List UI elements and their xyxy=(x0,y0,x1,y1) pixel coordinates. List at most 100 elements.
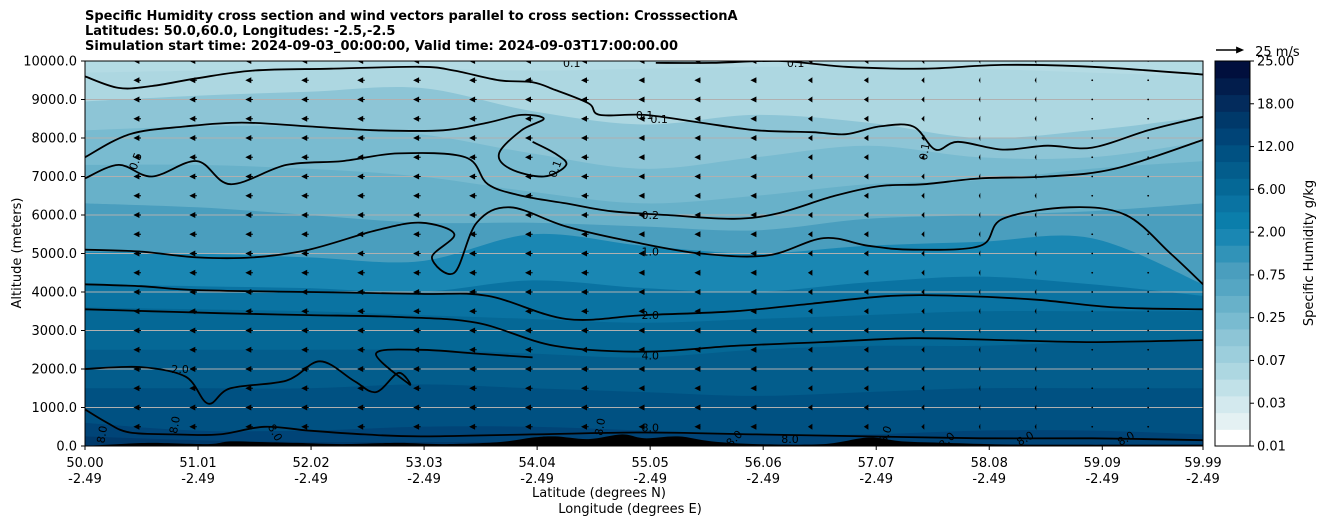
wind-vector-2-12 xyxy=(189,192,197,199)
wind-vector-8-6 xyxy=(525,308,533,315)
wind-vector-8-11 xyxy=(525,212,533,218)
wind-vector-6-15 xyxy=(413,135,421,141)
wind-vector-18-17 xyxy=(1091,98,1094,101)
contour-label-10: 4.0 xyxy=(641,350,659,363)
wind-vector-19-17 xyxy=(1147,98,1150,101)
wind-vector-5-19 xyxy=(357,61,365,64)
wind-vector-16-1 xyxy=(978,404,981,411)
wind-vector-13-18 xyxy=(807,77,813,84)
wind-vector-11-5 xyxy=(694,327,701,334)
wind-vector-15-15 xyxy=(921,135,925,141)
wind-vector-18-14 xyxy=(1091,156,1094,159)
wind-vector-9-3 xyxy=(581,366,589,372)
wind-vector-layer xyxy=(79,61,1150,430)
wind-vector-5-14 xyxy=(357,154,365,161)
wind-vector-19-7 xyxy=(1147,291,1150,293)
contour-line-2 xyxy=(85,113,568,178)
wind-vector-13-8 xyxy=(807,269,813,276)
wind-vector-0-18 xyxy=(79,77,85,83)
wind-vector-6-12 xyxy=(413,192,421,199)
wind-vector-3-16 xyxy=(245,115,253,122)
wind-vector-16-7 xyxy=(978,289,981,295)
wind-vector-8-13 xyxy=(525,173,533,180)
wind-vector-10-2 xyxy=(638,385,645,392)
wind-vector-3-5 xyxy=(245,327,253,334)
wind-vector-17-16 xyxy=(1034,115,1037,122)
wind-vector-8-18 xyxy=(525,77,533,84)
wind-vector-13-3 xyxy=(807,366,813,372)
wind-vector-13-15 xyxy=(807,135,813,141)
wind-vector-17-19 xyxy=(1034,61,1037,64)
wind-vector-10-18 xyxy=(638,77,645,84)
wind-vector-0-0 xyxy=(79,424,85,430)
wind-vector-12-9 xyxy=(750,250,757,257)
y-tick-label-4: 4000.0 xyxy=(32,286,78,301)
wind-vector-10-3 xyxy=(638,366,645,372)
chart-title-line-2: Latitudes: 50.0,60.0, Longitudes: -2.5,-… xyxy=(85,24,396,39)
wind-vector-9-12 xyxy=(581,192,589,199)
wind-vector-15-0 xyxy=(921,423,925,430)
wind-vector-16-13 xyxy=(978,173,981,180)
wind-vector-4-10 xyxy=(301,231,309,238)
contour-label-0: 0.1 xyxy=(563,57,581,70)
wind-vector-13-4 xyxy=(807,346,813,353)
wind-vector-5-0 xyxy=(357,423,365,430)
wind-vector-16-10 xyxy=(978,231,981,238)
x-axis-label-longitude: Longitude (degrees E) xyxy=(558,502,702,517)
wind-vector-13-2 xyxy=(807,385,813,392)
wind-vector-17-5 xyxy=(1034,327,1037,334)
wind-vector-7-7 xyxy=(469,289,477,295)
wind-vector-4-3 xyxy=(301,366,309,372)
wind-vector-14-11 xyxy=(863,212,869,218)
colorbar-segment-14 xyxy=(1215,194,1250,213)
contour-line-1 xyxy=(655,61,1203,76)
wind-vector-5-8 xyxy=(357,269,365,276)
wind-vector-13-16 xyxy=(807,115,813,122)
contour-label-21: 8.0 xyxy=(877,424,895,445)
wind-vector-3-8 xyxy=(245,269,253,276)
wind-vector-15-13 xyxy=(921,173,925,180)
wind-vector-17-11 xyxy=(1034,212,1037,218)
wind-vector-18-10 xyxy=(1091,233,1094,236)
wind-vector-7-4 xyxy=(469,346,477,353)
colorbar-segment-7 xyxy=(1215,312,1250,330)
x-tick-label-lon-4: -2.49 xyxy=(520,472,554,487)
wind-vector-3-2 xyxy=(245,385,253,392)
wind-vector-19-0 xyxy=(1147,425,1150,428)
wind-vector-6-17 xyxy=(413,96,421,103)
wind-vector-3-4 xyxy=(245,346,253,353)
wind-vector-7-11 xyxy=(469,212,477,218)
wind-vector-8-9 xyxy=(525,250,533,257)
wind-vector-0-8 xyxy=(79,270,85,276)
wind-vector-1-16 xyxy=(133,115,141,122)
wind-vector-14-14 xyxy=(863,154,869,161)
contour-label-15: 8.0 xyxy=(167,415,183,434)
wind-vector-6-1 xyxy=(413,404,421,411)
wind-vector-8-16 xyxy=(525,115,533,122)
wind-vector-8-15 xyxy=(525,135,533,141)
chart-title-line-3: Simulation start time: 2024-09-03_00:00:… xyxy=(85,39,678,54)
wind-vector-5-10 xyxy=(357,231,365,238)
contour-label-13: 8.0 xyxy=(781,433,799,446)
wind-vector-9-11 xyxy=(581,212,589,218)
x-tick-label-lon-8: -2.49 xyxy=(972,472,1006,487)
wind-vector-10-19 xyxy=(638,61,645,64)
wind-vector-4-9 xyxy=(301,250,309,257)
colorbar-segment-20 xyxy=(1215,94,1250,112)
wind-vector-11-14 xyxy=(694,154,701,161)
wind-vector-9-18 xyxy=(581,77,589,84)
wind-vector-16-12 xyxy=(978,192,981,199)
wind-vector-15-5 xyxy=(921,327,925,334)
y-tick-label-2: 2000.0 xyxy=(32,363,78,378)
contour-line-3 xyxy=(85,139,1203,220)
y-tick-label-8: 8000.0 xyxy=(32,132,78,147)
colorbar-segment-17 xyxy=(1215,144,1250,163)
colorbar-segment-4 xyxy=(1215,362,1250,380)
wind-vector-6-11 xyxy=(413,212,421,218)
wind-vector-11-4 xyxy=(694,346,701,353)
wind-vector-4-6 xyxy=(301,308,309,315)
wind-vector-2-11 xyxy=(189,212,197,218)
wind-vector-7-1 xyxy=(469,404,477,411)
wind-vector-6-16 xyxy=(413,115,421,122)
wind-vector-5-12 xyxy=(357,192,365,199)
